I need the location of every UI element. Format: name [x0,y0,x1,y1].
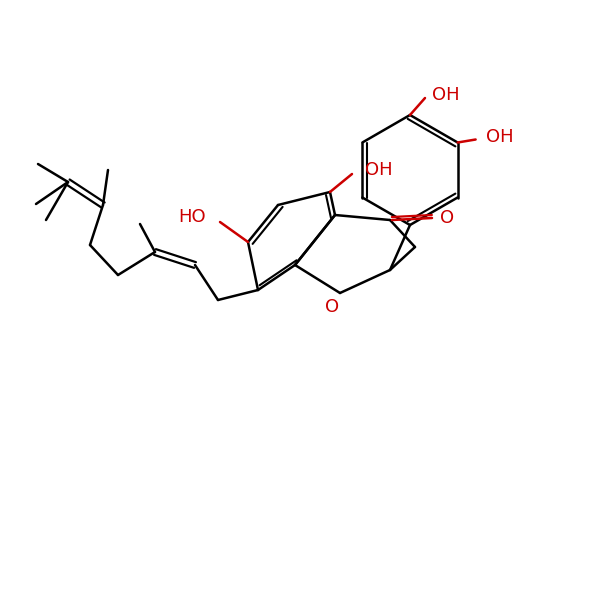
Text: O: O [325,298,339,316]
Text: OH: OH [365,161,392,179]
Text: OH: OH [432,86,460,104]
Text: OH: OH [485,128,513,146]
Text: O: O [440,209,454,227]
Text: HO: HO [178,208,206,226]
